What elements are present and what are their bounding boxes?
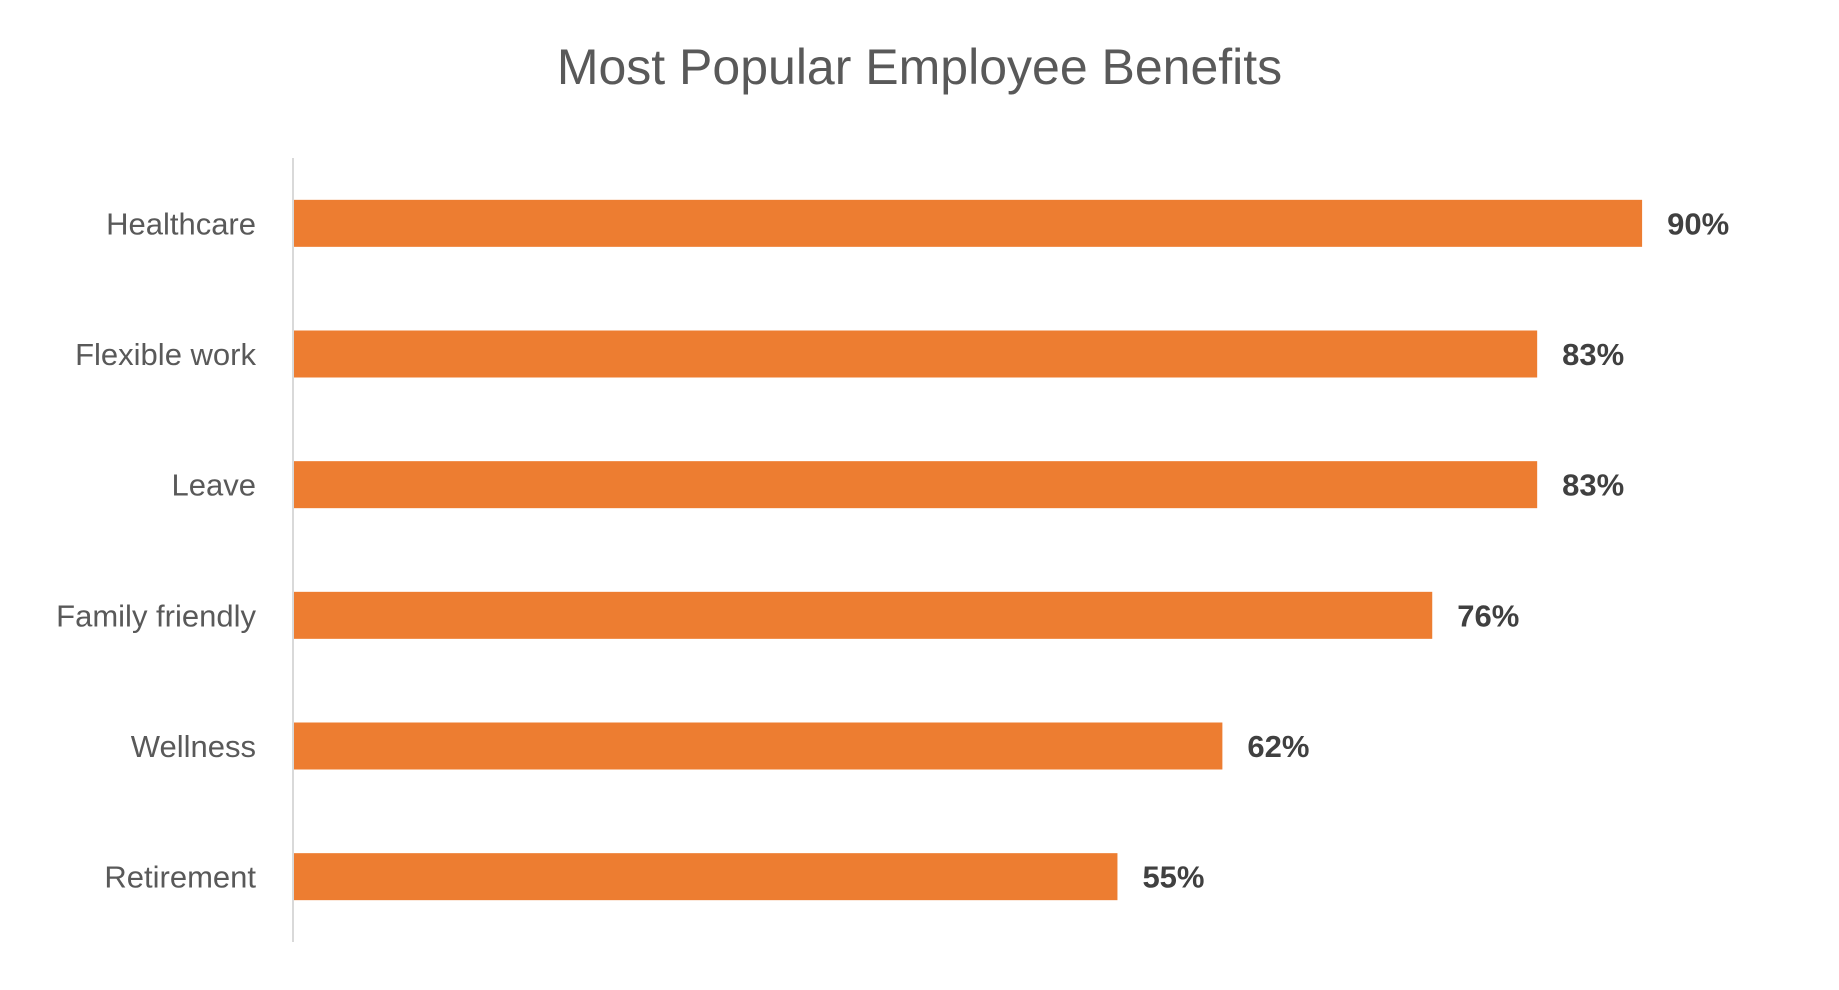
bar xyxy=(293,853,1118,901)
category-label: Family friendly xyxy=(56,598,256,633)
category-label: Wellness xyxy=(131,729,256,764)
bar xyxy=(293,461,1538,509)
data-label: 83% xyxy=(1562,337,1624,372)
category-label: Healthcare xyxy=(106,206,256,241)
category-label: Retirement xyxy=(104,860,256,895)
bar xyxy=(293,330,1538,378)
data-label: 83% xyxy=(1562,468,1624,503)
category-label: Leave xyxy=(172,468,256,503)
data-label: 90% xyxy=(1667,206,1729,241)
data-label: 55% xyxy=(1142,860,1204,895)
bar xyxy=(293,722,1223,770)
bar xyxy=(293,199,1643,247)
chart-title: Most Popular Employee Benefits xyxy=(556,39,1283,95)
data-label: 76% xyxy=(1457,598,1519,633)
category-label: Flexible work xyxy=(75,337,256,372)
data-label: 62% xyxy=(1247,729,1309,764)
bar xyxy=(293,591,1433,639)
